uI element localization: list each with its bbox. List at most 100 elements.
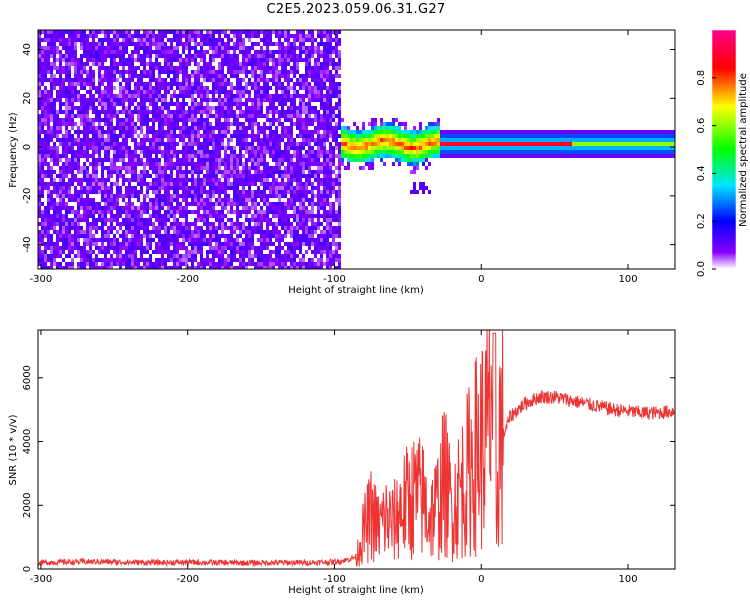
spectrogram-cell [107, 110, 110, 114]
spectrogram-cell [269, 182, 272, 186]
spectrogram-cell [122, 102, 125, 106]
spectrogram-cell [65, 98, 68, 102]
spectrogram-cell [176, 86, 179, 90]
spectrogram-cell [86, 98, 89, 102]
spectrogram-cell [152, 238, 155, 242]
spectrogram-cell [263, 154, 266, 158]
spectrogram-cell [104, 214, 107, 218]
spectrogram-cell [245, 262, 248, 266]
spectrogram-cell [239, 174, 242, 178]
spectrogram-cell [143, 198, 146, 202]
spectrogram-cell [212, 126, 215, 130]
spectrogram-cell [65, 266, 68, 269]
spectrogram-cell [332, 162, 335, 166]
spectrogram-cell [263, 174, 266, 178]
spectrogram-cell [62, 70, 65, 74]
spectrogram-cell [98, 118, 101, 122]
spectrogram-cell [311, 66, 314, 70]
spectrogram-cell [194, 134, 197, 138]
spectrogram-cell [206, 206, 209, 210]
spectrogram-cell [323, 174, 326, 178]
spectrogram-cell [239, 182, 242, 186]
spectrogram-cell [149, 58, 152, 62]
spectrogram-cell [137, 222, 140, 226]
spectrogram-cell [128, 230, 131, 234]
spectrogram-cell [272, 170, 275, 174]
spectrogram-cell [200, 254, 203, 258]
spectrogram-cell [251, 178, 254, 182]
spectrogram-cell [191, 90, 194, 94]
spectrogram-cell [119, 174, 122, 178]
spectrogram-cell [53, 170, 56, 174]
spectrogram-cell [305, 206, 308, 210]
spectrogram-cell [254, 154, 257, 158]
spectrogram-cell [314, 246, 317, 250]
spectrogram-cell [113, 218, 116, 222]
spectrogram-cell [326, 70, 329, 74]
spectrogram-cell [128, 94, 131, 98]
spectrogram-cell [110, 42, 113, 46]
spectrogram-cell [293, 86, 296, 90]
spectrogram-cell [119, 170, 122, 174]
spectrogram-cell [314, 98, 317, 102]
spectrogram-cell [170, 142, 173, 146]
spectrogram-cell [227, 170, 230, 174]
spectrogram-cell [113, 42, 116, 46]
spectrogram-cell [254, 66, 257, 70]
spectrogram-cell [89, 126, 92, 130]
spectrogram-cell [287, 178, 290, 182]
spectrogram-cell [323, 106, 326, 110]
spectrogram-cell [158, 106, 161, 110]
spectrogram-cell [38, 246, 41, 250]
spectrogram-cell [227, 50, 230, 54]
spectrogram-cell [125, 210, 128, 214]
spectrogram-cell [326, 202, 329, 206]
spectrogram-cell [83, 254, 86, 258]
spectrogram-cell [290, 194, 293, 198]
spectrogram-cell [128, 210, 131, 214]
spectrogram-cell [146, 82, 149, 86]
spectrogram-cell [206, 126, 209, 130]
spectrogram-cell [149, 54, 152, 58]
spectrogram-cell [239, 262, 242, 266]
spectrogram-cell [110, 226, 113, 230]
spectrogram-cell [185, 258, 188, 262]
spectrogram-cell [101, 234, 104, 238]
spectrogram-cell [200, 90, 203, 94]
spectrogram-cell [290, 202, 293, 206]
spectrogram-cell [236, 266, 239, 269]
spectrogram-cell [287, 114, 290, 118]
spectrogram-cell [227, 166, 230, 170]
spectrogram-cell [44, 226, 47, 230]
spectrogram-cell [125, 222, 128, 226]
spectrogram-cell [272, 78, 275, 82]
spectrogram-cell [77, 206, 80, 210]
spectrogram-cell [182, 50, 185, 54]
spectrogram-cell [74, 222, 77, 226]
spectrogram-cell [236, 210, 239, 214]
spectrogram-cell [131, 74, 134, 78]
spectrogram-cell [92, 38, 95, 42]
spectrogram-cell [125, 166, 128, 170]
spectrogram-cell [290, 122, 293, 126]
spectrogram-cell [146, 42, 149, 46]
spectrogram-cell [287, 162, 290, 166]
spectrogram-cell [149, 166, 152, 170]
spectrogram-cell [239, 146, 242, 150]
spectrogram-cell [107, 54, 110, 58]
spectrogram-cell [239, 122, 242, 126]
spectrogram-cell [248, 178, 251, 182]
spectrogram-cell [299, 222, 302, 226]
spectrogram-cell [107, 262, 110, 266]
spectrogram-cell [239, 178, 242, 182]
spectrogram-cell [311, 134, 314, 138]
spectrogram-cell [185, 94, 188, 98]
spectrogram-cell [80, 54, 83, 58]
spectrogram-cell [173, 210, 176, 214]
spectrogram-cell [113, 234, 116, 238]
spectrogram-cell [113, 154, 116, 158]
spectrogram-cell [179, 106, 182, 110]
spectrogram-cell [140, 238, 143, 242]
spectrogram-cell [221, 38, 224, 42]
spectrogram-cell [101, 246, 104, 250]
